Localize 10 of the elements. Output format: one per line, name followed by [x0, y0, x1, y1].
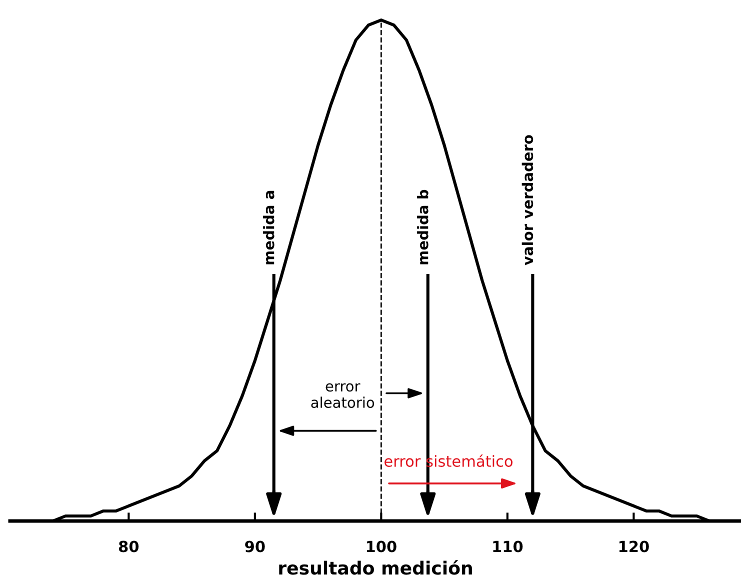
ref-line-label: medida b [417, 190, 428, 264]
ref-line-label: valor verdadero [522, 135, 534, 266]
x-tick-label: 100 [366, 540, 396, 552]
ref-line-label: medida a [263, 190, 274, 264]
annotation: error aleatorio [311, 383, 374, 408]
x-tick-label: 120 [619, 540, 649, 552]
x-tick-label: 80 [118, 540, 139, 552]
x-axis-title: resultado medición [279, 560, 472, 575]
x-tick-label: 90 [245, 540, 265, 552]
x-tick-label: 110 [493, 540, 523, 552]
